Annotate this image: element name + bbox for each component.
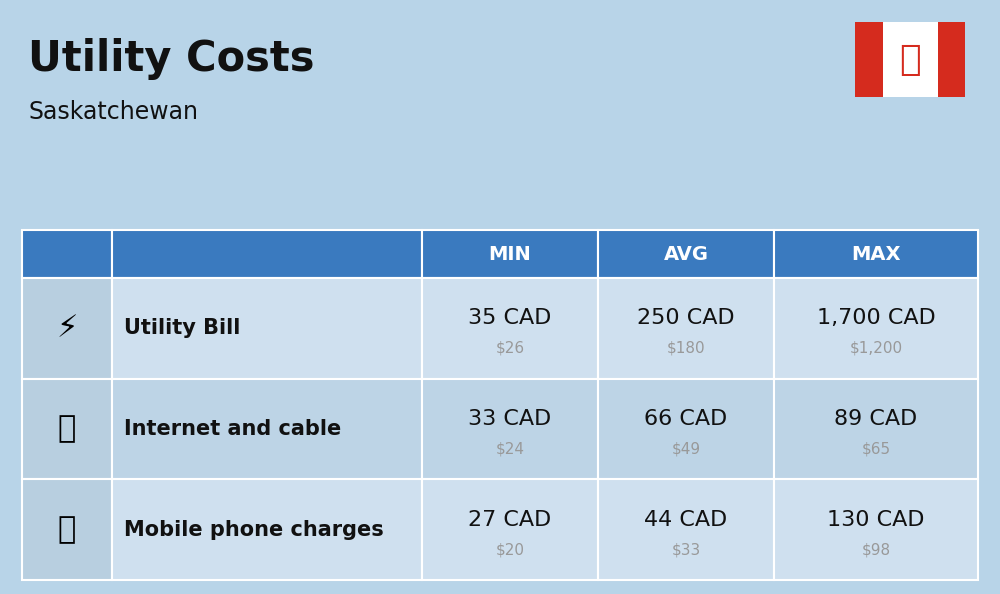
Text: Utility Bill: Utility Bill xyxy=(124,318,240,339)
Bar xyxy=(112,479,422,580)
Text: 130 CAD: 130 CAD xyxy=(827,510,925,530)
Text: Saskatchewan: Saskatchewan xyxy=(28,100,198,124)
Text: $1,200: $1,200 xyxy=(849,341,903,356)
Bar xyxy=(855,22,883,97)
Text: MAX: MAX xyxy=(851,245,901,264)
Bar xyxy=(422,278,598,378)
Text: ⚡: ⚡ xyxy=(56,314,78,343)
Text: 1,700 CAD: 1,700 CAD xyxy=(817,308,935,328)
Text: 33 CAD: 33 CAD xyxy=(468,409,552,429)
Text: $20: $20 xyxy=(496,542,524,557)
Text: $49: $49 xyxy=(671,441,701,457)
Bar xyxy=(22,378,112,479)
Text: Mobile phone charges: Mobile phone charges xyxy=(124,520,384,540)
Bar xyxy=(112,378,422,479)
Text: 35 CAD: 35 CAD xyxy=(468,308,552,328)
Bar xyxy=(774,378,978,479)
Text: 89 CAD: 89 CAD xyxy=(834,409,918,429)
Bar xyxy=(774,230,978,278)
Text: 27 CAD: 27 CAD xyxy=(468,510,552,530)
Bar xyxy=(938,22,965,97)
Bar xyxy=(598,278,774,378)
Bar xyxy=(112,230,422,278)
Bar xyxy=(422,230,598,278)
Text: 44 CAD: 44 CAD xyxy=(644,510,728,530)
Text: Utility Costs: Utility Costs xyxy=(28,38,314,80)
Bar xyxy=(774,479,978,580)
Text: MIN: MIN xyxy=(489,245,531,264)
Text: 250 CAD: 250 CAD xyxy=(637,308,735,328)
Text: $98: $98 xyxy=(861,542,891,557)
Text: $33: $33 xyxy=(671,542,701,557)
Text: 📶: 📶 xyxy=(58,415,76,444)
Text: Internet and cable: Internet and cable xyxy=(124,419,341,439)
Bar xyxy=(112,278,422,378)
Text: 66 CAD: 66 CAD xyxy=(644,409,728,429)
Bar xyxy=(598,479,774,580)
Bar xyxy=(598,378,774,479)
Text: $65: $65 xyxy=(861,441,891,457)
Text: 📱: 📱 xyxy=(58,515,76,544)
Bar xyxy=(22,230,112,278)
Text: $24: $24 xyxy=(496,441,524,457)
Bar xyxy=(422,479,598,580)
Bar xyxy=(22,479,112,580)
Bar xyxy=(422,378,598,479)
Bar xyxy=(22,278,112,378)
Text: $180: $180 xyxy=(667,341,705,356)
Text: AVG: AVG xyxy=(664,245,708,264)
Text: $26: $26 xyxy=(495,341,525,356)
Bar xyxy=(598,230,774,278)
Bar xyxy=(855,22,965,97)
Text: 🍁: 🍁 xyxy=(899,43,921,77)
Bar xyxy=(774,278,978,378)
